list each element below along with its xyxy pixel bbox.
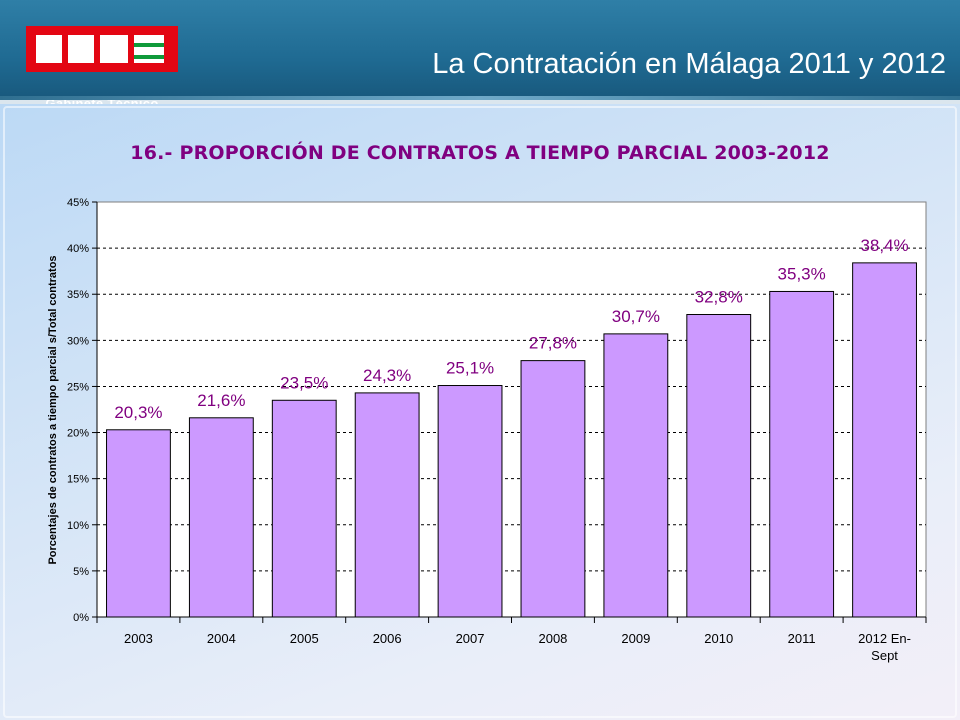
x-tick-label: 2010 [704, 631, 733, 646]
bar-2010 [686, 314, 752, 618]
logo-red-block [26, 26, 178, 72]
data-label: 35,3% [778, 264, 826, 283]
data-label: 24,3% [363, 366, 411, 385]
chart-title: 16.- PROPORCIÓN DE CONTRATOS A TIEMPO PA… [130, 142, 830, 164]
bar-2009 [603, 333, 669, 618]
bar-2011 [769, 290, 835, 618]
bar-2003 [106, 429, 171, 618]
ccoo-logo: Gabinete Técnico [26, 26, 178, 111]
bars [106, 262, 917, 618]
y-tick-label: 40% [67, 243, 89, 255]
data-labels: 20,3% 21,6% 23,5% 24,3% 25,1% 27,8% 30,7% 32,8%… [114, 236, 908, 422]
y-tick-label: 10% [67, 520, 89, 532]
logo-flag-mark [134, 35, 164, 63]
data-label: 30,7% [612, 307, 660, 326]
bar-2004 [188, 417, 254, 618]
data-label: 20,3% [114, 403, 162, 422]
y-axis: 0% 5% 10% 15% 20% 25% 30% 35% 40% 45% [67, 197, 98, 624]
x-tick-label: 2005 [290, 631, 319, 646]
bar-2005 [271, 399, 337, 618]
x-tick-label: 2008 [538, 631, 567, 646]
x-tick-label: 2006 [373, 631, 402, 646]
logo-letter-c2 [68, 35, 94, 63]
data-label: 32,8% [695, 288, 743, 307]
y-tick-label: 20% [67, 428, 89, 440]
y-tick-label: 15% [67, 474, 89, 486]
data-label: 38,4% [860, 236, 908, 255]
y-tick-label: 0% [73, 612, 89, 624]
x-tick-label: 2004 [207, 631, 236, 646]
data-label: 25,1% [446, 359, 494, 378]
bar-2008 [520, 360, 586, 618]
x-tick-label: 2012 En-Sept [858, 631, 911, 663]
bar-2012 [852, 262, 917, 618]
y-tick-label: 5% [73, 566, 89, 578]
x-tick-label: 2007 [456, 631, 485, 646]
x-tick-label: 2009 [621, 631, 650, 646]
y-tick-label: 30% [67, 335, 89, 347]
logo-letter-o1 [100, 35, 128, 63]
y-axis-title: Porcentajes de contratos a tiempo parcia… [47, 255, 59, 564]
slide-title: La Contratación en Málaga 2011 y 2012 [432, 48, 946, 80]
x-tick-label: 2011 [788, 631, 816, 646]
y-tick-label: 25% [67, 381, 89, 393]
x-tick-label: 2003 [124, 631, 153, 646]
content-panel-border [3, 106, 957, 718]
bar-2007 [437, 385, 503, 618]
data-label: 21,6% [197, 391, 245, 410]
data-label: 27,8% [529, 334, 577, 353]
y-tick-label: 35% [67, 289, 89, 301]
data-label: 23,5% [280, 373, 328, 392]
slide-header: Gabinete Técnico La Contratación en Mála… [0, 0, 960, 111]
logo-letter-c1 [36, 35, 62, 63]
bar-2006 [354, 392, 420, 618]
y-tick-label: 45% [67, 197, 89, 209]
x-axis: 2003 2004 2005 2006 2007 2008 2009 2010 2011 2012… [96, 616, 927, 663]
